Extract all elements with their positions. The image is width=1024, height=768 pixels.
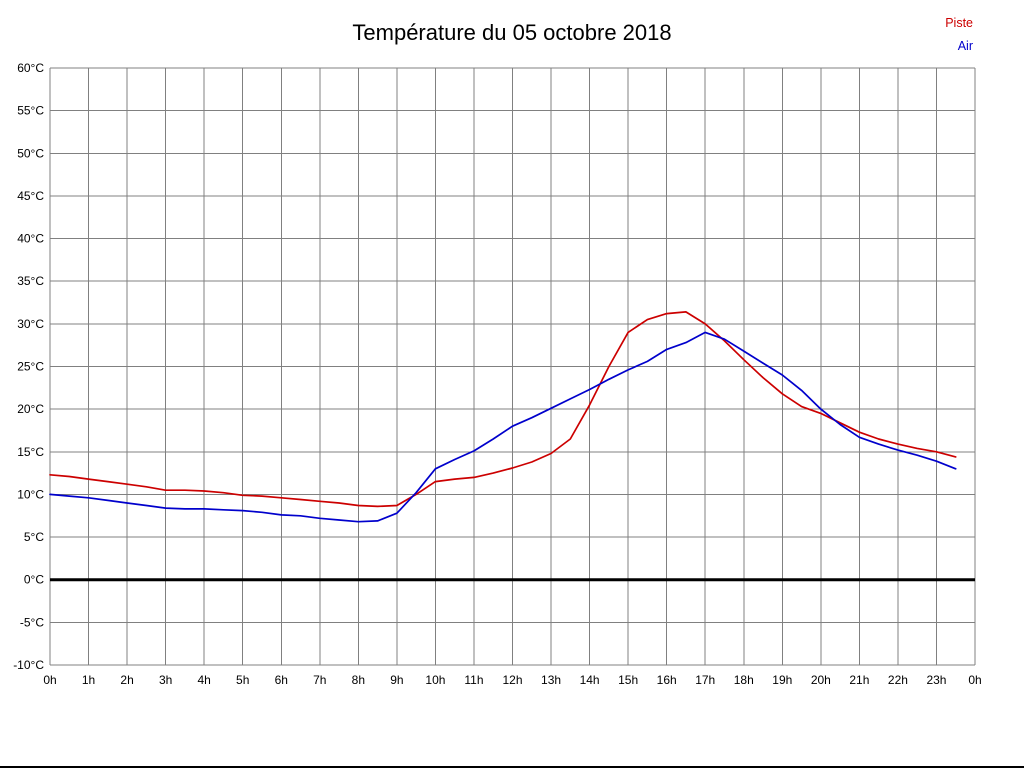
- x-tick-label: 18h: [734, 673, 754, 687]
- x-tick-label: 15h: [618, 673, 638, 687]
- y-tick-label: 15°C: [17, 445, 44, 459]
- y-tick-label: 35°C: [17, 274, 44, 288]
- x-tick-label: 4h: [197, 673, 210, 687]
- x-tick-label: 11h: [464, 673, 483, 687]
- y-tick-label: 55°C: [17, 104, 44, 118]
- y-tick-label: 20°C: [17, 402, 44, 416]
- legend: Piste Air: [945, 12, 973, 58]
- x-tick-label: 16h: [657, 673, 677, 687]
- x-tick-label: 13h: [541, 673, 561, 687]
- x-tick-label: 20h: [811, 673, 831, 687]
- x-tick-label: 0h: [43, 673, 56, 687]
- y-tick-label: 50°C: [17, 146, 44, 160]
- legend-item-air: Air: [957, 39, 973, 53]
- y-tick-label: -10°C: [13, 658, 44, 672]
- y-tick-label: 10°C: [17, 487, 44, 501]
- y-tick-label: 5°C: [24, 530, 44, 544]
- series-line-piste: [49, 311, 957, 508]
- x-tick-label: 6h: [275, 673, 288, 687]
- legend-item-piste: Piste: [945, 16, 973, 30]
- y-tick-label: -5°C: [20, 615, 44, 629]
- y-tick-label: 40°C: [17, 232, 44, 246]
- x-tick-label: 2h: [120, 673, 133, 687]
- y-tick-label: 25°C: [17, 360, 44, 374]
- x-tick-label: 7h: [313, 673, 326, 687]
- x-tick-label: 9h: [390, 673, 403, 687]
- x-tick-label: 5h: [236, 673, 249, 687]
- x-tick-label: 1h: [82, 673, 95, 687]
- series-line-air: [49, 331, 957, 523]
- x-tick-label: 14h: [580, 673, 600, 687]
- y-tick-label: 0°C: [24, 573, 44, 587]
- x-tick-label: 8h: [352, 673, 365, 687]
- x-tick-label: 21h: [849, 673, 869, 687]
- x-tick-label: 19h: [772, 673, 792, 687]
- x-tick-label: 10h: [425, 673, 445, 687]
- x-tick-label: 23h: [926, 673, 946, 687]
- x-tick-label: 17h: [695, 673, 715, 687]
- bottom-border: [0, 766, 1024, 768]
- x-tick-label: 12h: [502, 673, 522, 687]
- x-tick-label: 22h: [888, 673, 908, 687]
- y-tick-label: 45°C: [17, 189, 44, 203]
- y-tick-label: 30°C: [17, 317, 44, 331]
- y-tick-label: 60°C: [17, 61, 44, 75]
- x-tick-label: 0h: [968, 673, 981, 687]
- x-tick-label: 3h: [159, 673, 172, 687]
- chart-title: Température du 05 octobre 2018: [352, 20, 672, 45]
